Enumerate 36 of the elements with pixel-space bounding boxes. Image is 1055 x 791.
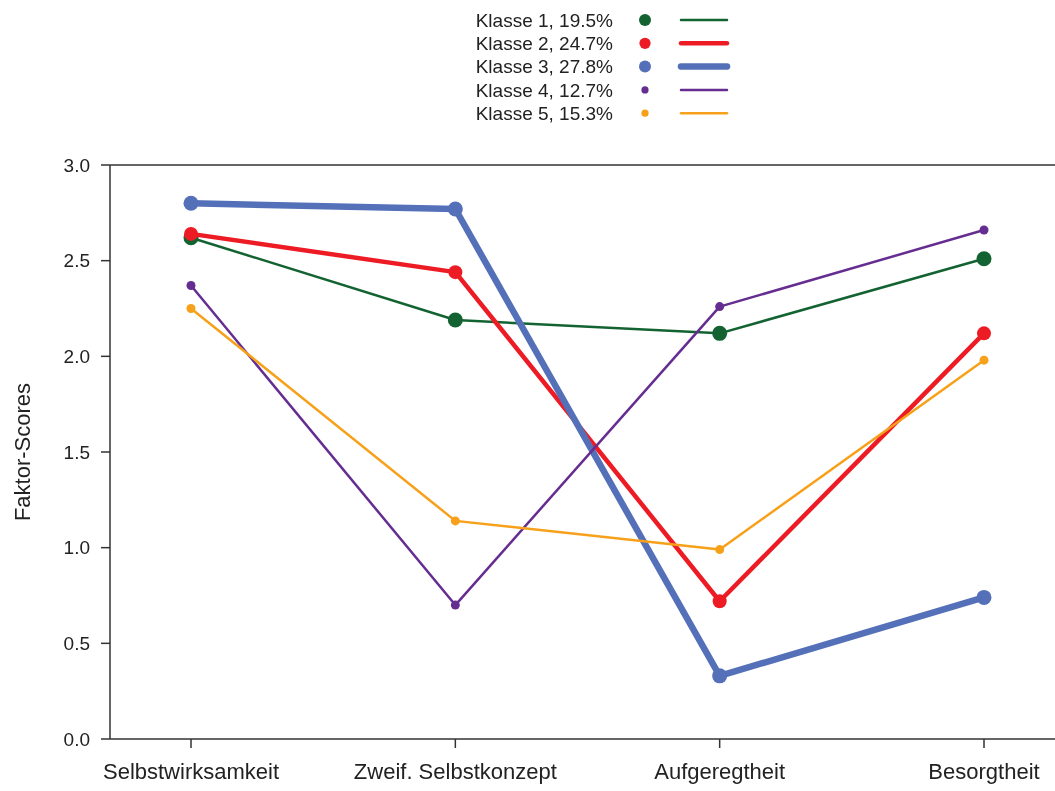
x-tick-label: Besorgtheit [928,759,1040,784]
y-tick-label: 3.0 [63,154,90,176]
point [448,265,463,280]
point [447,201,463,217]
legend-label: Klasse 4, 12.7% [475,79,614,101]
point [715,545,725,555]
y-tick-label: 2.5 [63,250,90,272]
legend-label: Klasse 5, 15.3% [475,102,614,124]
point [976,251,992,267]
point [976,589,992,605]
point [183,195,199,211]
point [184,226,198,241]
legend-label: Klasse 1, 19.5% [475,9,614,31]
y-tick-label: 0.5 [63,632,90,654]
point [979,225,989,235]
point [186,304,196,313]
x-tick-label: Aufgeregtheit [654,759,786,784]
y-tick-label: 1.5 [63,441,90,463]
y-axis-title: Faktor-Scores [10,382,35,522]
legend-label: Klasse 2, 24.7% [475,32,614,54]
point [712,594,727,609]
point [450,516,460,526]
point [977,326,991,341]
point [712,668,728,684]
point [979,355,989,365]
y-tick-label: 2.0 [63,345,90,367]
legend-label: Klasse 3, 27.8% [475,56,614,78]
x-tick-label: Zweif. Selbstkonzept [353,759,557,784]
x-tick-label: Selbstwirksamkeit [102,759,280,784]
point [712,325,728,341]
point [450,600,460,610]
y-tick-label: 0.0 [63,728,90,750]
y-tick-label: 1.0 [63,537,90,559]
point [186,281,196,291]
point [715,302,725,312]
point [447,312,463,328]
